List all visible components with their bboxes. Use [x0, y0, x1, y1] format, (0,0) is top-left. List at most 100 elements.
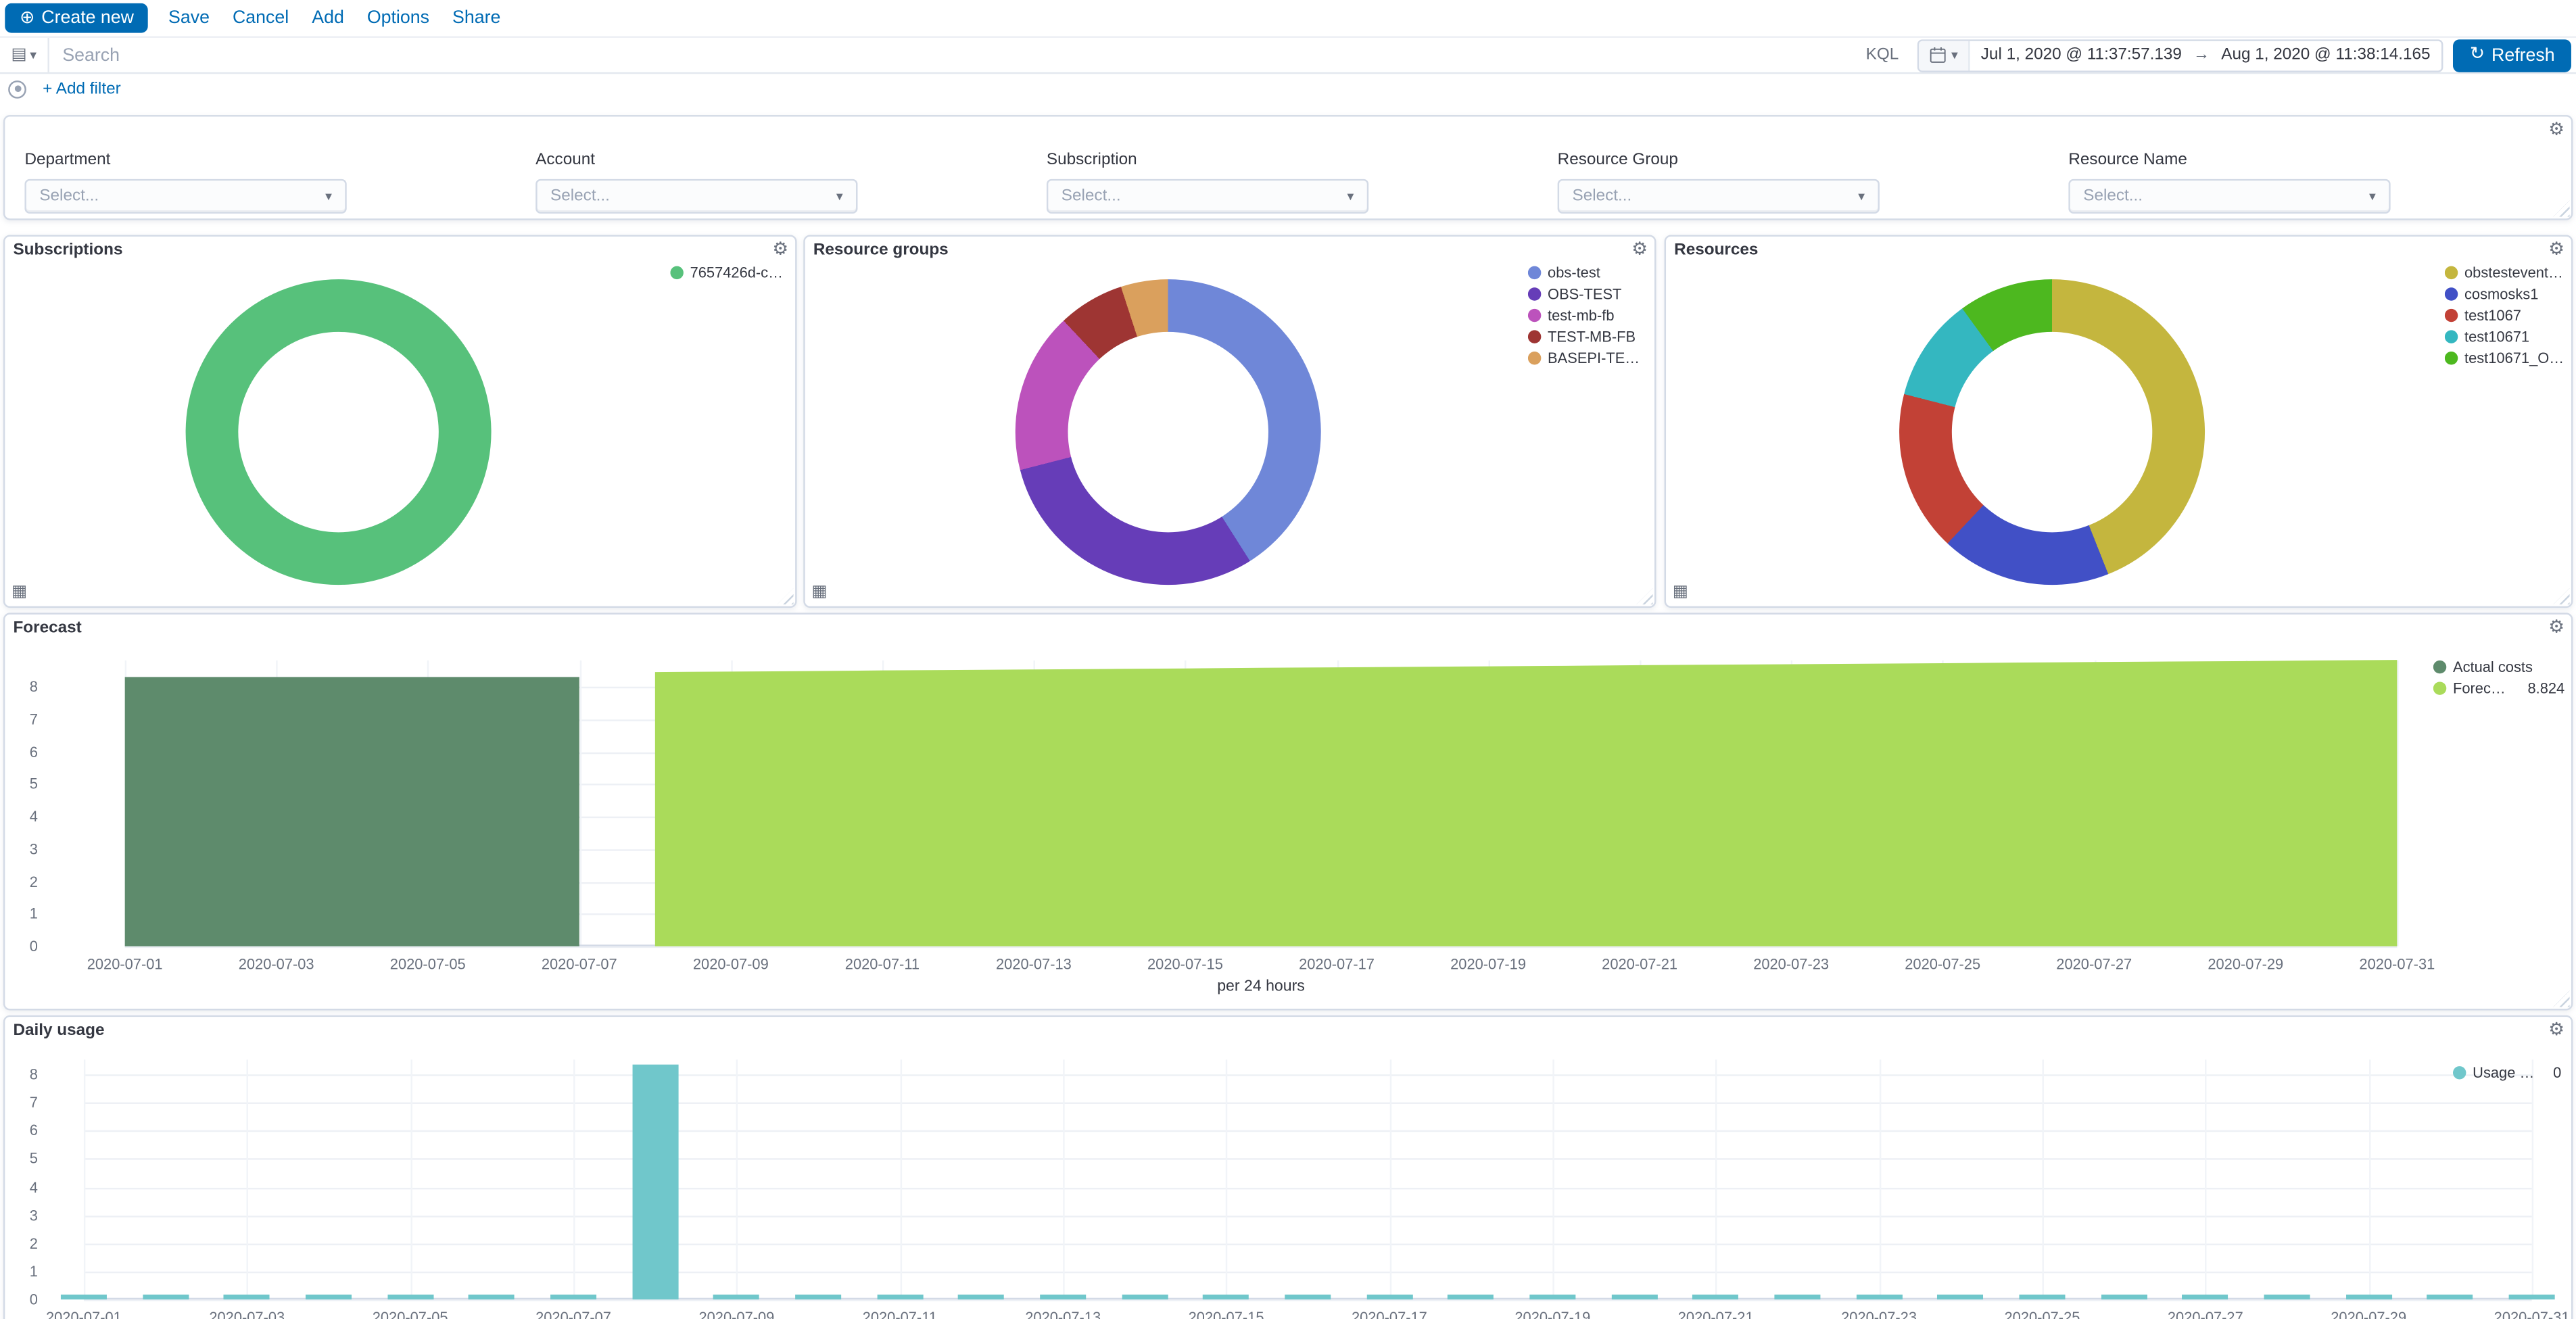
area-series[interactable]: [124, 677, 579, 946]
donut-chart[interactable]: [1015, 279, 1321, 585]
bar[interactable]: [631, 1064, 678, 1300]
gear-icon[interactable]: ⚙: [2548, 239, 2565, 260]
legend-item[interactable]: obs-test: [1527, 264, 1650, 281]
bar[interactable]: [958, 1295, 1005, 1300]
menu-item-options[interactable]: Options: [366, 8, 429, 28]
control-resource-name: Resource Name Select... ▾: [2068, 151, 2576, 214]
bar[interactable]: [1529, 1295, 1576, 1300]
filter-options-icon[interactable]: [8, 79, 26, 98]
gear-icon[interactable]: ⚙: [2548, 617, 2565, 638]
bar[interactable]: [1774, 1295, 1821, 1300]
bar[interactable]: [60, 1295, 107, 1300]
menu-item-cancel[interactable]: Cancel: [232, 8, 289, 28]
resize-handle[interactable]: [2553, 990, 2570, 1007]
bar[interactable]: [1692, 1295, 1739, 1300]
bar[interactable]: [1937, 1295, 1984, 1300]
grid-line: [83, 1215, 2532, 1217]
bar[interactable]: [305, 1295, 352, 1300]
bar[interactable]: [1040, 1295, 1087, 1300]
bar[interactable]: [550, 1295, 597, 1300]
legend-item[interactable]: obstesteventhubs: [2444, 264, 2567, 281]
legend-item[interactable]: TEST-MB-FB: [1527, 329, 1650, 345]
legend-item[interactable]: 7657426d-c4c3-44…: [670, 264, 790, 281]
legend-item[interactable]: test10671: [2444, 329, 2567, 345]
menu-item-add[interactable]: Add: [312, 8, 344, 28]
add-filter-button[interactable]: + Add filter: [43, 79, 121, 98]
refresh-icon: ↻: [2469, 44, 2485, 64]
x-tick-label: 2020-07-09: [692, 956, 769, 973]
bar[interactable]: [1611, 1295, 1658, 1300]
area-series[interactable]: [654, 660, 2398, 946]
chevron-down-icon: ▾: [30, 47, 37, 62]
bar[interactable]: [1203, 1295, 1249, 1300]
subscription-select[interactable]: Select... ▾: [1046, 178, 1369, 214]
gear-icon[interactable]: ⚙: [1631, 239, 1648, 260]
date-picker-menu-button[interactable]: ▾: [1918, 40, 1970, 70]
search-input[interactable]: [49, 37, 1851, 72]
bar[interactable]: [142, 1295, 189, 1300]
bar[interactable]: [2264, 1295, 2310, 1300]
legend-item[interactable]: test-mb-fb: [1527, 307, 1650, 324]
bar[interactable]: [387, 1295, 433, 1300]
bar[interactable]: [2508, 1295, 2555, 1300]
bar[interactable]: [224, 1295, 270, 1300]
bar[interactable]: [795, 1295, 842, 1300]
bar[interactable]: [1366, 1295, 1412, 1300]
create-new-button[interactable]: ⊕ Create new: [5, 3, 149, 33]
resource-group-select[interactable]: Select... ▾: [1557, 178, 1880, 214]
department-select[interactable]: Select... ▾: [24, 178, 347, 214]
refresh-button[interactable]: ↻ Refresh: [2453, 39, 2571, 72]
resize-handle[interactable]: [777, 587, 794, 605]
menu-item-save[interactable]: Save: [168, 8, 210, 28]
date-range-end[interactable]: Aug 1, 2020 @ 11:38:14.165: [2221, 46, 2431, 64]
legend-item[interactable]: Forecast costs 8.824: [2433, 680, 2565, 696]
date-range-arrow-icon: →: [2193, 46, 2210, 64]
bar[interactable]: [1448, 1295, 1494, 1300]
bar[interactable]: [2345, 1295, 2392, 1300]
gear-icon[interactable]: ⚙: [772, 239, 789, 260]
bar[interactable]: [2101, 1295, 2147, 1300]
bar[interactable]: [1121, 1295, 1168, 1300]
panel-data-icon[interactable]: ▦: [811, 583, 828, 602]
grid-line: [83, 1130, 2532, 1132]
bar[interactable]: [876, 1295, 923, 1300]
menu-item-share[interactable]: Share: [452, 8, 501, 28]
x-tick-label: 2020-07-01: [87, 956, 163, 973]
bar[interactable]: [713, 1295, 760, 1300]
bar[interactable]: [2019, 1295, 2066, 1300]
legend-item[interactable]: test1067: [2444, 307, 2567, 324]
bar[interactable]: [2182, 1295, 2228, 1300]
donut-chart[interactable]: [1899, 279, 2205, 585]
legend-item[interactable]: OBS-TEST: [1527, 286, 1650, 302]
legend-item[interactable]: test10671_OsDisk_1…: [2444, 350, 2567, 366]
resize-handle[interactable]: [2553, 587, 2570, 605]
gear-icon[interactable]: ⚙: [2548, 120, 2565, 140]
panel-data-icon[interactable]: ▦: [11, 583, 27, 602]
resource-name-select[interactable]: Select... ▾: [2068, 178, 2391, 214]
bar[interactable]: [1856, 1295, 1903, 1300]
panel-data-icon[interactable]: ▦: [1672, 583, 1688, 602]
bar[interactable]: [2427, 1295, 2473, 1300]
x-tick-label: 2020-07-03: [209, 1309, 285, 1319]
bar[interactable]: [469, 1295, 515, 1300]
date-picker-group: ▾ Jul 1, 2020 @ 11:37:57.139 → Aug 1, 20…: [1916, 39, 2444, 72]
legend-label: obs-test: [1548, 264, 1600, 281]
account-select[interactable]: Select... ▾: [535, 178, 858, 214]
donut-hole: [1951, 331, 2153, 533]
date-range-start[interactable]: Jul 1, 2020 @ 11:37:57.139: [1980, 46, 2182, 64]
saved-query-menu-button[interactable]: ▤ ▾: [0, 37, 49, 72]
donut-chart[interactable]: [185, 279, 492, 585]
gear-icon[interactable]: ⚙: [2548, 1020, 2565, 1040]
legend-item[interactable]: Usage Details 0: [2452, 1065, 2561, 1081]
x-tick-label: 2020-07-09: [698, 1309, 775, 1319]
kql-button[interactable]: KQL: [1865, 46, 1899, 64]
resize-handle[interactable]: [1636, 587, 1653, 605]
grid-line: [2205, 1059, 2208, 1300]
legend-label: Actual costs: [2452, 658, 2533, 675]
legend-item[interactable]: cosmosks1: [2444, 286, 2567, 302]
legend-item[interactable]: Actual costs: [2433, 658, 2565, 675]
bar[interactable]: [1285, 1295, 1331, 1300]
legend-item[interactable]: BASEPI-TESTING: [1527, 350, 1650, 366]
x-tick-label: 2020-07-25: [2004, 1309, 2080, 1319]
y-tick-label: 7: [29, 1094, 38, 1111]
